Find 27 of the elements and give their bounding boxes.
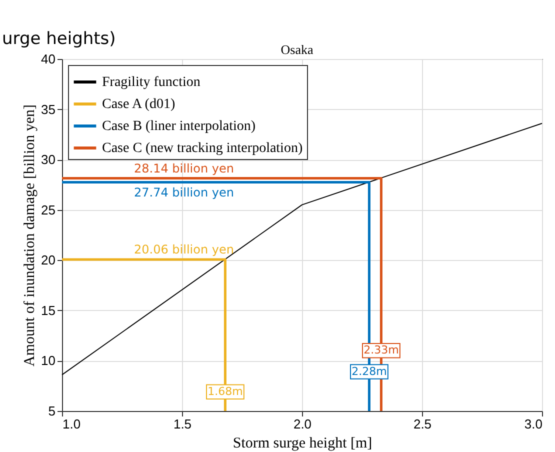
annotation: 28.14 billion yen (134, 161, 234, 176)
legend-label: Fragility function (102, 75, 200, 90)
x-tick-label: 2.5 (413, 416, 432, 432)
y-tick-label: 25 (41, 202, 56, 218)
legend-label: Case C (new tracking interpolation) (102, 141, 303, 156)
y-tick-label: 10 (41, 353, 56, 368)
y-tick-label: 15 (41, 302, 56, 318)
x-tick-label: 3.0 (524, 416, 542, 432)
text: urge heights) (2, 29, 116, 49)
annotation: 2.28m (352, 364, 387, 378)
x-tick-label: 1.0 (62, 416, 81, 432)
annotation: 27.74 billion yen (134, 185, 234, 200)
x-tick-label: 1.5 (173, 416, 192, 432)
y-axis-title: Amount of inundation damage [billion yen] (22, 104, 38, 367)
y-tick-label: 30 (41, 152, 56, 168)
x-tick-label: 2.0 (293, 416, 312, 432)
x-axis-title: Storm surge height [m] (232, 436, 372, 452)
chart-title: Osaka (280, 42, 314, 57)
y-tick-label: 20 (41, 252, 56, 268)
annotation: 20.06 billion yen (134, 242, 234, 257)
y-tick-label: 35 (41, 102, 56, 117)
y-tick-label: 5 (48, 404, 56, 418)
y-tick-label: 40 (41, 52, 56, 66)
annotation: 2.33m (364, 344, 399, 357)
legend-label: Case B (liner interpolation) (102, 119, 256, 134)
annotation: 1.68m (208, 384, 243, 398)
legend-label: Case A (d01) (102, 97, 176, 112)
